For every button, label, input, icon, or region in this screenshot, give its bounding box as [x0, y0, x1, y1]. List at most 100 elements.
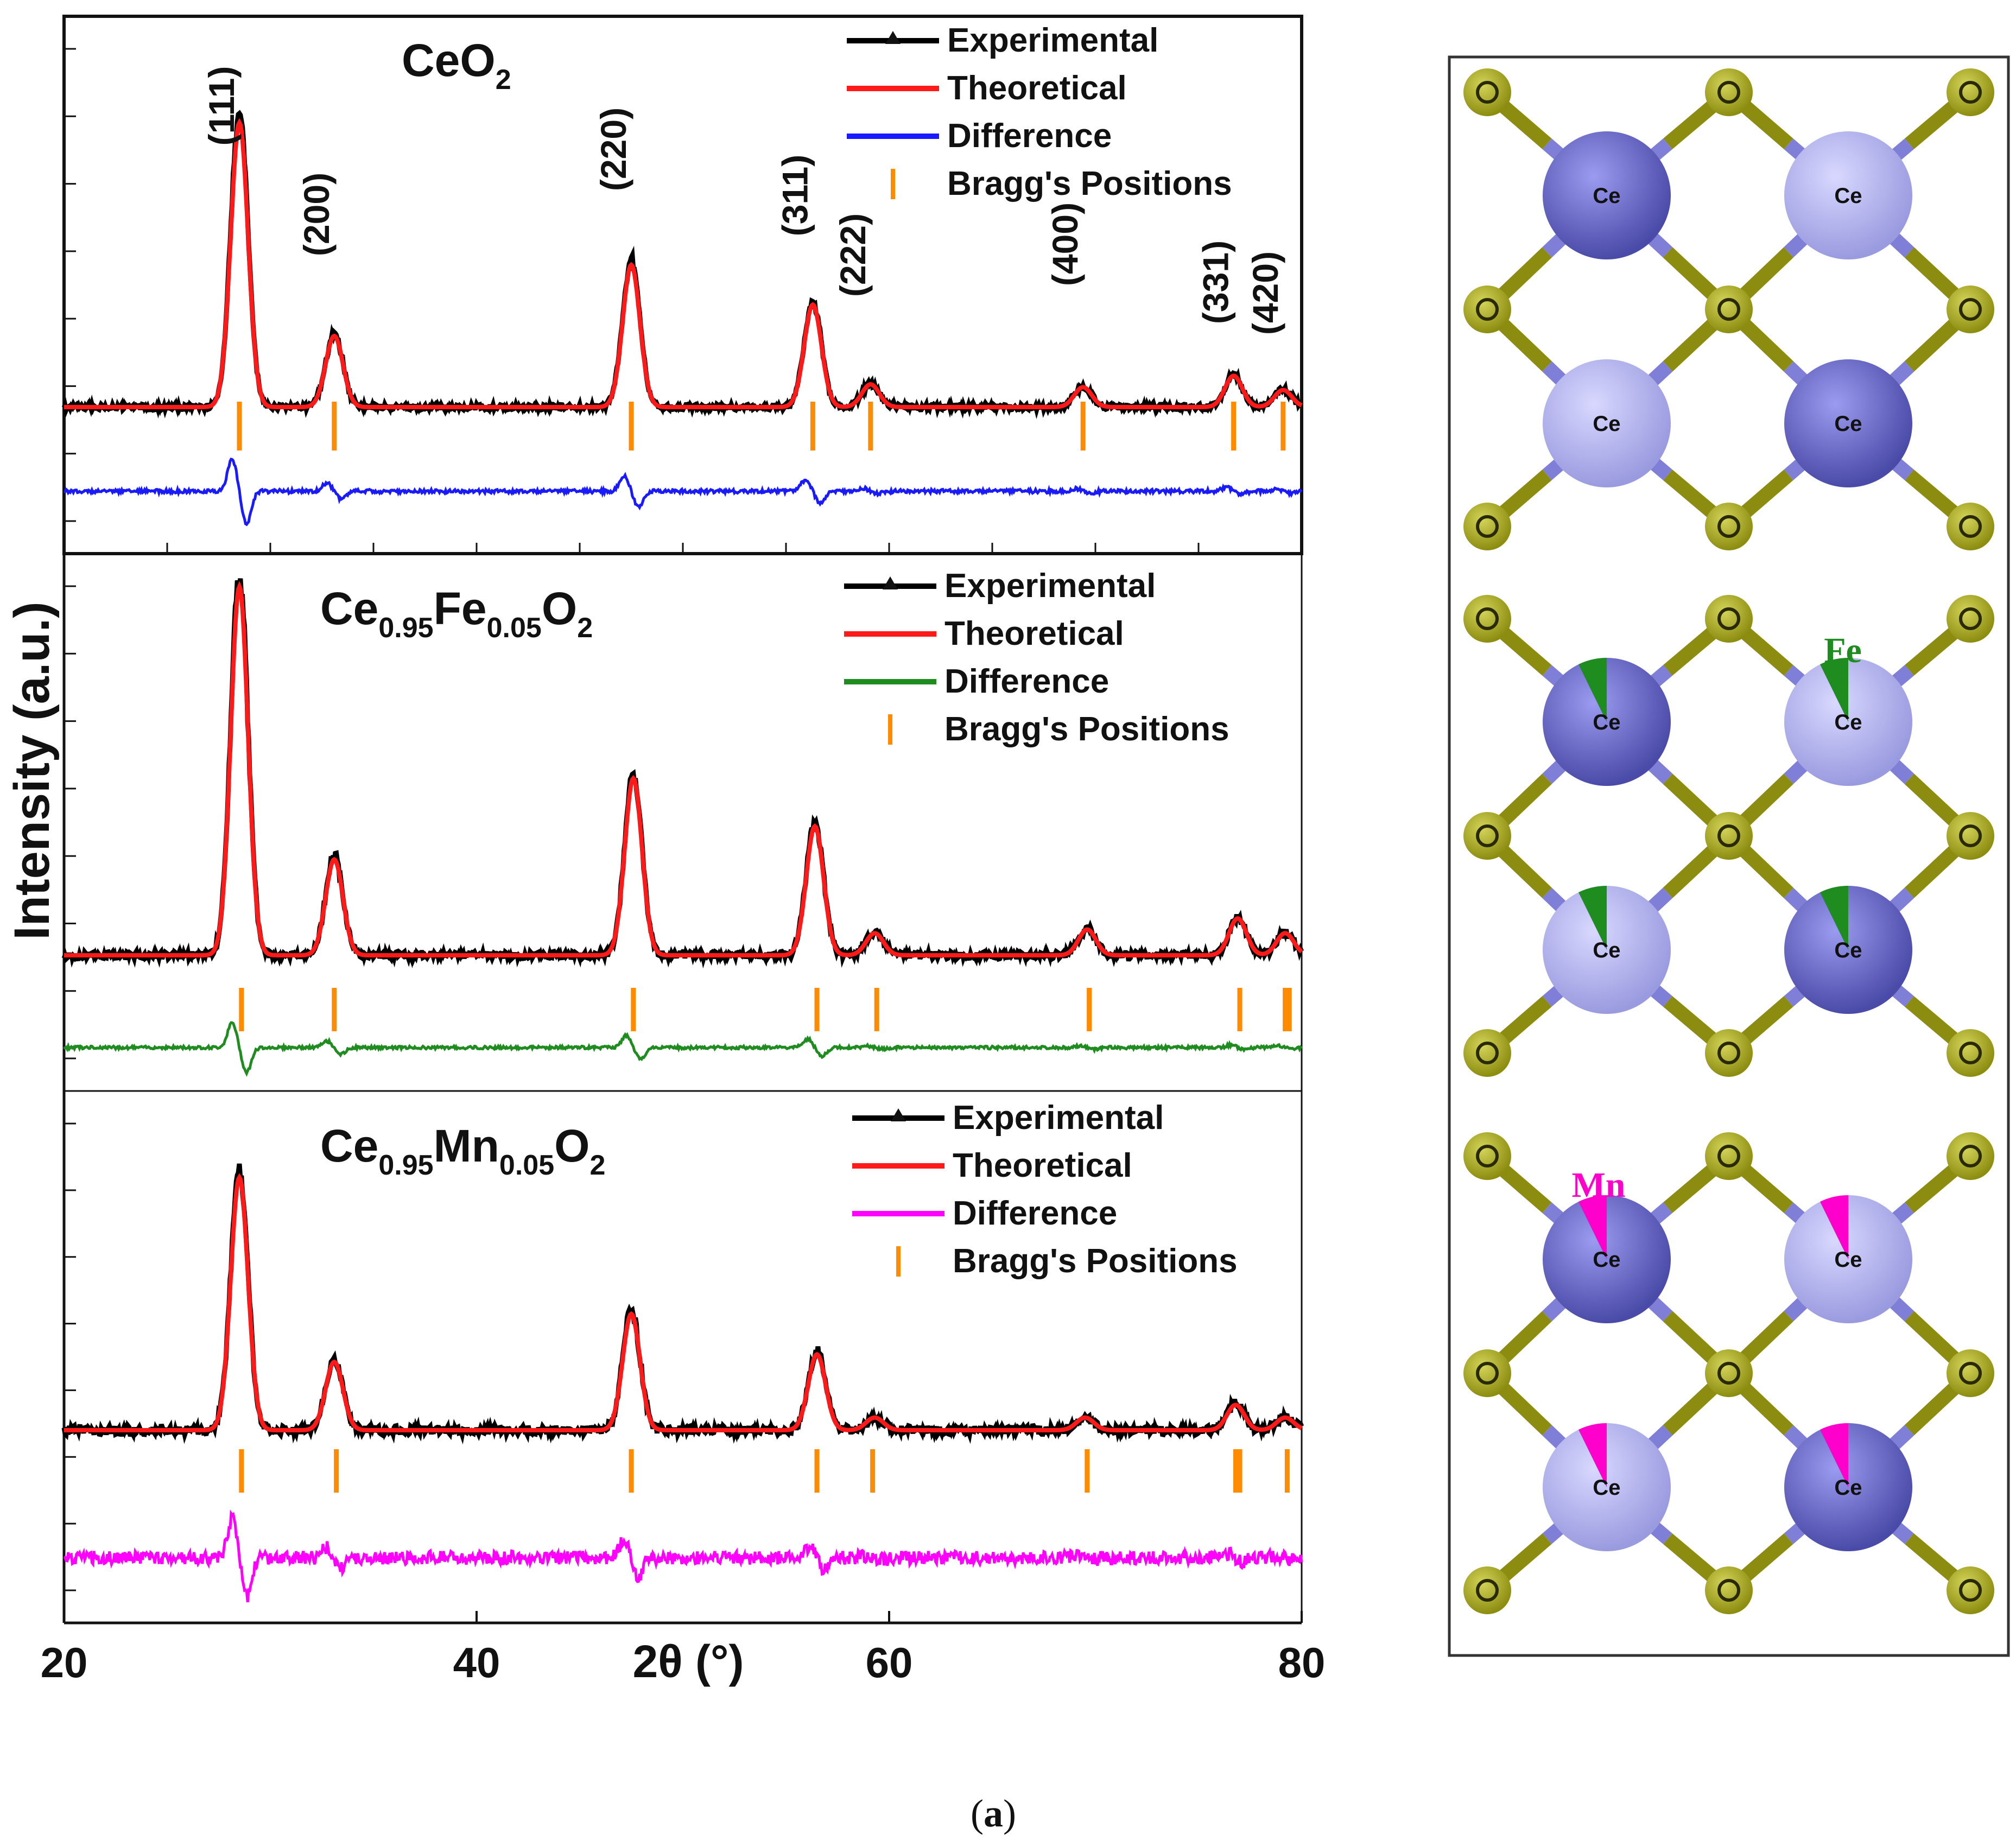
formula-text: CeO — [402, 35, 496, 86]
atom-label: Ce — [1834, 938, 1862, 962]
oxygen-atom — [1947, 1132, 1994, 1180]
oxygen-atom-ring — [1959, 81, 1982, 104]
peak-hkl-label: (331) — [1196, 240, 1236, 324]
peak-hkl-label: (111) — [201, 66, 242, 146]
legend-label: Difference — [953, 1195, 1117, 1232]
oxygen-atom-ring — [1476, 1145, 1499, 1168]
difference-series — [63, 1021, 1303, 1077]
structure-block-2: Ce Ce Ce Ce Fe — [1463, 595, 1994, 1077]
legend-marker — [883, 576, 898, 589]
peak-hkl-label: (400) — [1045, 202, 1085, 286]
formula-subscript: 2 — [589, 1150, 605, 1181]
atom-label: Ce — [1834, 1476, 1862, 1500]
figure-caption: (a) — [971, 1792, 1016, 1835]
dopant-wedge — [1820, 885, 1848, 950]
oxygen-atom-ring — [1959, 1362, 1982, 1385]
legend-label: Theoretical — [944, 615, 1124, 652]
oxygen-atom-ring — [1959, 1042, 1982, 1064]
dopant-wedge — [1820, 658, 1848, 722]
x-tick-label: 60 — [866, 1639, 913, 1686]
legend-label: Theoretical — [953, 1147, 1132, 1184]
dopant-wedge — [1578, 658, 1607, 722]
oxygen-atom — [1705, 68, 1753, 116]
atom-label: Ce — [1834, 1248, 1862, 1272]
oxygen-atom — [1947, 812, 1994, 860]
oxygen-atom-ring — [1959, 1145, 1982, 1168]
oxygen-atom — [1947, 503, 1994, 550]
x-axis-label: 2θ (°) — [633, 1636, 744, 1687]
oxygen-atom-ring — [1476, 298, 1499, 321]
peak-hkl-label: (220) — [593, 107, 633, 191]
oxygen-atom-ring — [1476, 1579, 1499, 1602]
oxygen-atom — [1463, 503, 1511, 550]
ce-atom — [1784, 131, 1912, 259]
legend: Experimental Theoretical Difference Bragg's… — [852, 1099, 1238, 1280]
formula-text: O — [542, 583, 577, 634]
oxygen-atom — [1463, 1132, 1511, 1180]
xrd-panel-3: Ce0.95Mn0.05O2 Experimental Theoretical Dif… — [61, 1099, 1304, 1603]
peak-hkl-label: (200) — [296, 173, 337, 256]
oxygen-atom — [1705, 1132, 1753, 1180]
formula-subscript: 2 — [577, 612, 593, 644]
formula-subscript: 0.05 — [487, 612, 542, 644]
dopant-wedge — [1820, 1423, 1848, 1487]
ce-atom — [1543, 359, 1671, 487]
dopant-wedge — [1820, 1195, 1848, 1259]
oxygen-atom — [1463, 812, 1511, 860]
dopant-wedge — [1578, 1423, 1607, 1487]
formula-text: Mn — [434, 1120, 499, 1171]
oxygen-atom — [1705, 1029, 1753, 1077]
formula-text: Ce — [320, 1120, 378, 1171]
oxygen-atom-ring — [1717, 607, 1740, 630]
oxygen-atom — [1705, 285, 1753, 333]
structure-block-1: Ce Ce Ce Ce — [1463, 68, 1994, 550]
oxygen-atom — [1463, 1566, 1511, 1614]
oxygen-atom-ring — [1717, 1145, 1740, 1168]
legend-label: Experimental — [944, 567, 1156, 605]
oxygen-atom-ring — [1959, 607, 1982, 630]
legend-label: Bragg's Positions — [947, 165, 1232, 202]
oxygen-atom-ring — [1959, 1579, 1982, 1602]
sample-formula: CeO2 — [402, 35, 511, 96]
legend: Experimental Theoretical Difference Bragg's… — [847, 22, 1232, 202]
legend-label: Experimental — [953, 1099, 1164, 1137]
xrd-panel-2: Ce0.95Fe0.05O2 Experimental Theoretical Dif… — [61, 567, 1304, 1077]
oxygen-atom-ring — [1476, 1362, 1499, 1385]
formula-subscript: 0.95 — [378, 1150, 433, 1181]
atom-label: Ce — [1593, 412, 1620, 436]
experimental-series — [61, 1163, 1304, 1445]
legend-label: Difference — [944, 663, 1109, 700]
legend-marker — [891, 1108, 906, 1121]
formula-subscript: 0.05 — [499, 1150, 554, 1181]
crystal-structures: Ce Ce Ce Ce Ce Ce Ce Ce Fe Ce Ce Ce Ce Mn — [1448, 55, 2010, 1657]
oxygen-atom — [1947, 68, 1994, 116]
theoretical-series — [64, 581, 1303, 957]
oxygen-atom-ring — [1476, 607, 1499, 630]
oxygen-atom — [1463, 1349, 1511, 1397]
atom-label: Ce — [1593, 184, 1620, 208]
sample-formula: Ce0.95Fe0.05O2 — [320, 583, 593, 644]
oxygen-atom-ring — [1717, 81, 1740, 104]
peak-hkl-label: (222) — [833, 213, 873, 297]
oxygen-atom — [1947, 595, 1994, 643]
oxygen-atom-ring — [1717, 1579, 1740, 1602]
ce-atom — [1543, 131, 1671, 259]
oxygen-atom — [1705, 503, 1753, 550]
oxygen-atom — [1947, 1566, 1994, 1614]
oxygen-atom-ring — [1476, 1042, 1499, 1064]
dopant-label: Fe — [1824, 631, 1862, 670]
oxygen-atom — [1463, 68, 1511, 116]
legend-marker — [885, 31, 901, 44]
oxygen-atom-ring — [1959, 298, 1982, 321]
oxygen-atom-ring — [1717, 1042, 1740, 1064]
structure-block-3: Ce Ce Ce Ce Mn — [1463, 1132, 1994, 1614]
formula-text: O — [554, 1120, 589, 1171]
oxygen-atom-ring — [1959, 824, 1982, 847]
atom-label: Ce — [1593, 1248, 1620, 1272]
xrd-panel-1: (111) (200) (220) (311) (222) (400) (331) (420)… — [61, 22, 1304, 526]
sample-formula: Ce0.95Mn0.05O2 — [320, 1120, 605, 1181]
peak-hkl-label: (311) — [775, 155, 815, 236]
legend-label: Theoretical — [947, 69, 1127, 107]
oxygen-atom — [1947, 1349, 1994, 1397]
